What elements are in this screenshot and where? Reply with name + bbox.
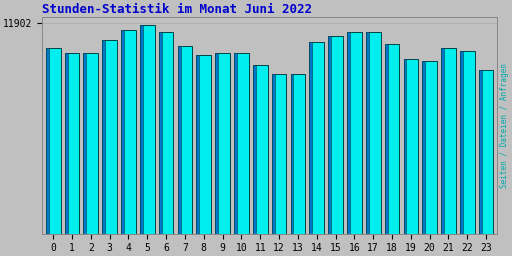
Bar [121,29,136,233]
Text: Stunden-Statistik im Monat Juni 2022: Stunden-Statistik im Monat Juni 2022 [42,3,312,16]
Bar [290,74,293,233]
Bar [102,40,105,233]
Bar [272,74,274,233]
Bar [272,74,286,233]
Bar [65,53,68,233]
Bar [159,32,162,233]
Bar [215,53,230,233]
Bar [46,48,49,233]
Bar [366,32,369,233]
Bar [403,59,418,233]
Bar [309,42,312,233]
Bar [479,70,494,233]
Bar [460,51,463,233]
Bar [140,25,143,233]
Bar [178,46,181,233]
Bar [178,46,193,233]
Bar [140,25,155,233]
Bar [46,48,60,233]
Bar [422,61,425,233]
Bar [253,65,256,233]
Y-axis label: Seiten / Dateien / Anfragen: Seiten / Dateien / Anfragen [500,63,509,188]
Bar [65,53,79,233]
Bar [422,61,437,233]
Bar [197,55,211,233]
Bar [83,53,98,233]
Bar [366,32,380,233]
Bar [215,53,218,233]
Bar [121,29,124,233]
Bar [159,32,174,233]
Bar [197,55,199,233]
Bar [441,48,456,233]
Bar [234,53,237,233]
Bar [328,36,343,233]
Bar [403,59,407,233]
Bar [385,44,388,233]
Bar [309,42,324,233]
Bar [234,53,249,233]
Bar [441,48,444,233]
Bar [385,44,399,233]
Bar [102,40,117,233]
Bar [460,51,475,233]
Bar [290,74,305,233]
Bar [347,32,361,233]
Bar [347,32,350,233]
Bar [479,70,482,233]
Bar [328,36,331,233]
Bar [253,65,268,233]
Bar [83,53,87,233]
